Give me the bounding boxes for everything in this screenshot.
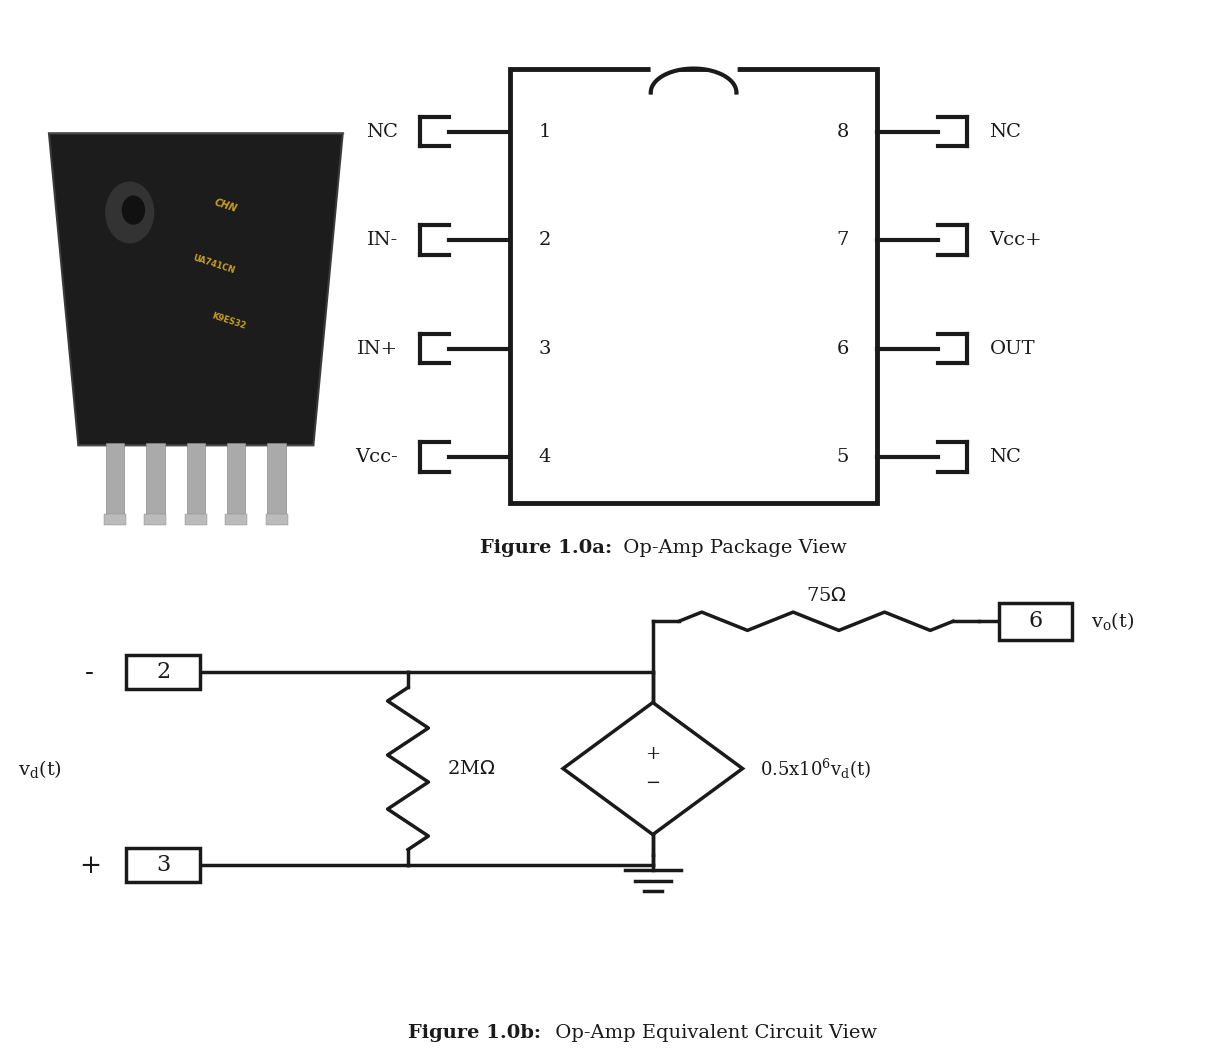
Bar (185, 513, 207, 525)
Text: 6: 6 (836, 340, 848, 358)
Text: 6: 6 (1028, 610, 1043, 633)
Bar (186, 443, 204, 525)
Text: 5: 5 (836, 449, 848, 467)
Bar (144, 513, 166, 525)
Bar (147, 443, 164, 525)
Bar (228, 443, 245, 525)
Text: OUT: OUT (989, 340, 1036, 358)
Text: Vcc+: Vcc+ (989, 231, 1042, 249)
Circle shape (106, 182, 154, 242)
Text: Vcc-: Vcc- (355, 449, 398, 467)
Text: 2: 2 (157, 661, 170, 683)
Bar (266, 513, 288, 525)
Bar (999, 603, 1072, 639)
Text: UA741CN: UA741CN (192, 253, 236, 275)
Text: -: - (86, 659, 94, 685)
Bar (225, 513, 247, 525)
Text: Figure 1.0a:: Figure 1.0a: (480, 540, 612, 558)
Bar (126, 847, 200, 882)
Text: +: + (78, 853, 100, 877)
Bar (510, 69, 878, 503)
Text: +: + (645, 745, 660, 763)
Text: NC: NC (366, 123, 398, 141)
Polygon shape (49, 133, 343, 445)
Text: $\mathregular{v_o(t)}$: $\mathregular{v_o(t)}$ (1092, 610, 1135, 633)
Text: IN+: IN+ (356, 340, 398, 358)
Bar (105, 443, 125, 525)
Text: 2: 2 (539, 231, 551, 249)
Text: $\mathregular{0.5x10^6v_d(t)}$: $\mathregular{0.5x10^6v_d(t)}$ (760, 756, 871, 781)
Text: 8: 8 (836, 123, 848, 141)
Text: $\mathregular{v_d(t)}$: $\mathregular{v_d(t)}$ (18, 758, 62, 780)
Text: 75$\Omega$: 75$\Omega$ (805, 587, 847, 605)
Text: IN-: IN- (366, 231, 398, 249)
Bar (268, 443, 286, 525)
Bar (126, 655, 200, 690)
Bar (104, 513, 126, 525)
Text: 2M$\Omega$: 2M$\Omega$ (447, 760, 496, 778)
Text: 3: 3 (539, 340, 551, 358)
Polygon shape (563, 703, 743, 835)
Text: −: − (645, 773, 661, 791)
Text: CHN: CHN (213, 198, 237, 215)
Text: NC: NC (989, 449, 1021, 467)
Circle shape (122, 196, 144, 224)
Text: Figure 1.0b:: Figure 1.0b: (408, 1023, 541, 1042)
Text: NC: NC (989, 123, 1021, 141)
Text: Op-Amp Package View: Op-Amp Package View (617, 540, 847, 558)
Text: 1: 1 (539, 123, 551, 141)
Text: 7: 7 (836, 231, 848, 249)
Text: 4: 4 (539, 449, 551, 467)
Text: 3: 3 (157, 854, 170, 876)
Text: K9ES32: K9ES32 (211, 311, 247, 331)
Text: Op-Amp Equivalent Circuit View: Op-Amp Equivalent Circuit View (548, 1023, 876, 1042)
